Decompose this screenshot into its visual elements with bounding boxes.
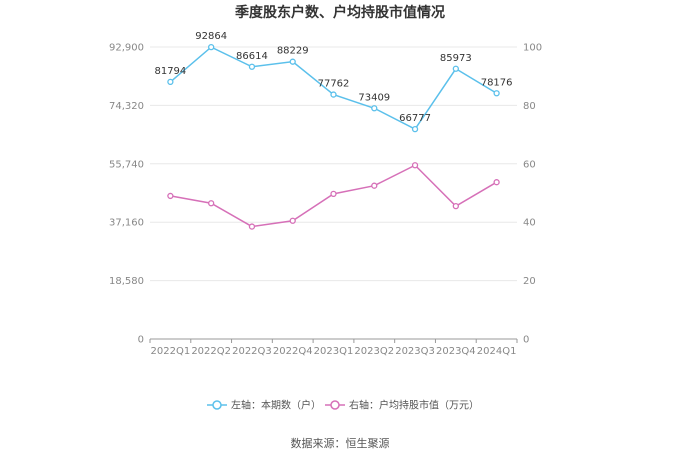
- data-point: [248, 63, 256, 70]
- left-axis: 0 18,580 37,160 55,740 74,320 92,900: [109, 43, 144, 346]
- left-tick-label: 18,580: [109, 276, 144, 287]
- right-tick-label: 20: [523, 276, 536, 287]
- x-tick-label: 2022Q3: [232, 346, 272, 357]
- data-point: [411, 162, 419, 169]
- right-axis: 0 20 40 60 80 100: [523, 43, 542, 346]
- data-point: [167, 192, 174, 200]
- data-label: 92864: [195, 31, 227, 42]
- legend-swatch-marker: [330, 400, 340, 410]
- x-tick-label: 2023Q1: [314, 346, 354, 357]
- left-tick-label: 0: [138, 335, 144, 346]
- left-tick-label: 92,900: [109, 43, 144, 54]
- series-layer: 81794 92864 86614 88229 77762 73409 66777 85973…: [154, 31, 513, 230]
- x-tick-label: 2023Q2: [354, 346, 394, 357]
- right-tick-label: 40: [523, 218, 536, 229]
- x-tick-label: 2024Q1: [477, 346, 517, 357]
- data-point: [248, 223, 256, 230]
- data-point: [167, 78, 174, 86]
- data-label: 73409: [358, 92, 390, 103]
- x-tick-label: 2022Q4: [273, 346, 313, 357]
- left-tick-label: 74,320: [109, 101, 144, 112]
- data-point: [493, 90, 500, 97]
- data-point: [371, 182, 378, 189]
- data-label: 86614: [236, 51, 268, 62]
- data-point: [452, 202, 459, 210]
- data-point: [330, 91, 337, 98]
- x-tick-label: 2023Q4: [436, 346, 476, 357]
- data-label: 88229: [277, 46, 309, 57]
- data-point: [493, 179, 500, 186]
- data-label: 85973: [440, 53, 472, 64]
- right-tick-label: 100: [523, 43, 542, 54]
- left-tick-label: 37,160: [109, 218, 144, 229]
- chart-title: 季度股东户数、户均持股市值情况: [234, 4, 445, 21]
- legend-label: 左轴：本期数（户）: [231, 399, 321, 412]
- data-point: [411, 125, 419, 133]
- x-tick-label: 2022Q2: [191, 346, 231, 357]
- x-axis: 2022Q1 2022Q2 2022Q3 2022Q4 2023Q1 2023Q2 2023…: [149, 339, 518, 357]
- x-tick-label: 2022Q1: [151, 346, 191, 357]
- data-label: 66777: [399, 113, 431, 124]
- data-point: [452, 65, 459, 72]
- data-label: 78176: [481, 77, 513, 88]
- right-tick-label: 60: [523, 159, 536, 170]
- data-point: [330, 190, 337, 198]
- legend-swatch-marker: [212, 400, 222, 410]
- data-point: [208, 200, 215, 207]
- right-tick-label: 0: [523, 335, 529, 346]
- data-point: [289, 58, 296, 65]
- right-tick-label: 80: [523, 101, 536, 112]
- data-label: 77762: [318, 79, 350, 90]
- legend-label: 右轴：户均持股市值（万元）: [349, 399, 479, 412]
- legend: 左轴：本期数（户） 右轴：户均持股市值（万元）: [207, 399, 479, 412]
- data-point: [289, 217, 296, 224]
- x-tick-label: 2023Q3: [395, 346, 435, 357]
- data-point: [371, 105, 378, 112]
- data-point: [208, 43, 215, 51]
- left-tick-label: 55,740: [109, 159, 144, 170]
- source-note: 数据来源：恒生聚源: [291, 436, 390, 450]
- data-label: 81794: [154, 66, 186, 77]
